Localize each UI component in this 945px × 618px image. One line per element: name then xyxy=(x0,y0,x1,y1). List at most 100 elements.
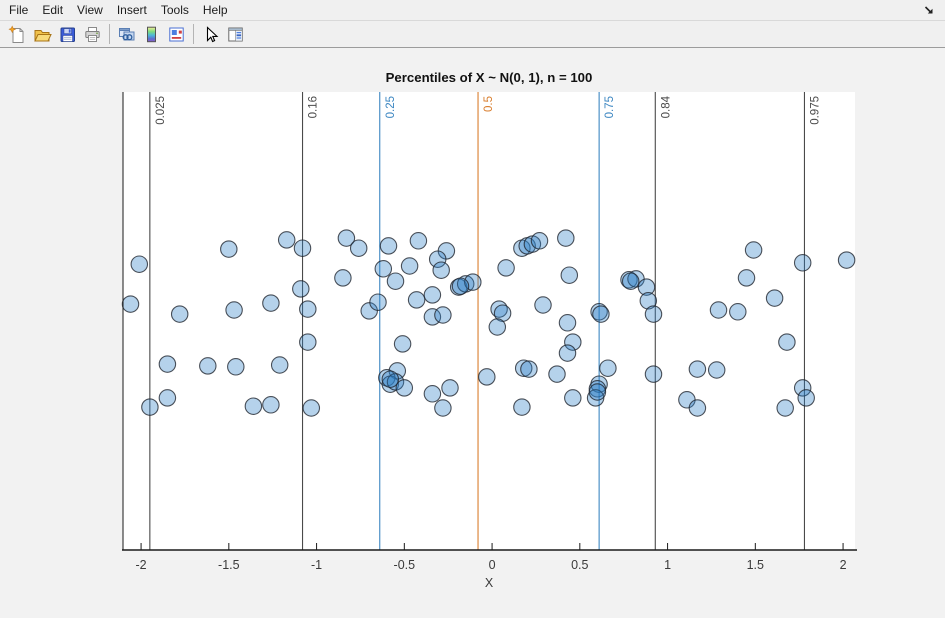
menu-help[interactable]: Help xyxy=(202,3,228,17)
scatter-point xyxy=(497,259,515,277)
menu-view[interactable]: View xyxy=(77,3,103,17)
scatter-point xyxy=(478,368,496,386)
x-tick-label: 1.5 xyxy=(747,558,764,572)
scatter-point xyxy=(277,231,296,249)
scatter-point xyxy=(428,250,447,268)
scatter-point xyxy=(776,399,794,417)
new-figure-button[interactable] xyxy=(5,22,30,46)
scatter-point xyxy=(644,305,663,323)
scatter-point xyxy=(262,294,280,312)
x-tick-label: 0.5 xyxy=(571,558,588,572)
figure-canvas: 0.025 0.16 0.25 0.5 0.75 0.84 0.975 -2 -1.5 -1 -0.… xyxy=(0,48,945,618)
scatter-point xyxy=(393,335,412,353)
scatter-point xyxy=(292,280,310,298)
scatter-point xyxy=(244,397,263,415)
scatter-point xyxy=(386,373,405,391)
scatter-point xyxy=(488,318,507,336)
scatter-point xyxy=(588,383,607,401)
chart: 0.025 0.16 0.25 0.5 0.75 0.84 0.975 -2 -1.5 -1 -0.… xyxy=(121,70,857,590)
pointer-button[interactable] xyxy=(198,22,223,46)
menu-bar: File Edit View Insert Tools Help xyxy=(0,0,945,21)
scatter-point xyxy=(564,333,582,351)
scatter-point xyxy=(451,277,470,295)
scatter-point xyxy=(797,389,815,407)
x-axis-label: X xyxy=(485,576,494,590)
scatter-point xyxy=(514,359,533,377)
scatter-point xyxy=(379,237,398,255)
x-tick-label: 1 xyxy=(664,558,671,572)
scatter-point xyxy=(423,308,442,326)
x-tick-label: -2 xyxy=(136,558,147,572)
menu-edit[interactable]: Edit xyxy=(42,3,64,17)
scatter-point xyxy=(381,370,400,388)
percentile-label: 0.75 xyxy=(604,96,616,118)
scatter-point xyxy=(374,260,393,278)
pointer-arrow-icon xyxy=(206,25,219,42)
scatter-point xyxy=(765,289,784,307)
scatter-point xyxy=(599,359,617,377)
scatter-point xyxy=(170,305,189,323)
save-icon xyxy=(60,27,75,42)
scatter-point xyxy=(707,361,726,379)
percentile-label: 0.5 xyxy=(483,96,495,112)
scatter-point xyxy=(432,261,450,279)
scatter-point xyxy=(621,272,640,290)
scatter-point xyxy=(270,356,289,374)
save-button[interactable] xyxy=(55,22,80,46)
scatter-point xyxy=(548,365,566,383)
x-tick-label: 0 xyxy=(489,558,496,572)
scatter-point xyxy=(688,360,707,378)
scatter-point xyxy=(334,269,352,287)
scatter-point xyxy=(395,379,414,397)
scatter-point xyxy=(644,365,663,383)
percentile-label: 0.025 xyxy=(155,96,167,125)
menu-insert[interactable]: Insert xyxy=(116,3,147,17)
open-button[interactable] xyxy=(30,22,55,46)
scatter-point xyxy=(407,291,426,309)
toolbar xyxy=(0,21,945,48)
scatter-point xyxy=(227,358,245,376)
toolbar-separator xyxy=(109,24,110,44)
scatter-point xyxy=(793,254,812,272)
scatter-point xyxy=(141,398,159,416)
new-document-icon xyxy=(8,24,24,43)
scatter-point xyxy=(423,385,442,403)
scatter-point xyxy=(592,305,610,323)
scatter-point xyxy=(199,357,217,375)
scatter-point xyxy=(158,355,177,373)
scatter-point xyxy=(386,272,405,290)
x-tick-label: -1.5 xyxy=(218,558,240,572)
scatter-point xyxy=(520,360,538,378)
link-button[interactable] xyxy=(114,22,139,46)
scatter-point xyxy=(337,229,356,247)
plot-area xyxy=(123,92,855,550)
chart-title: Percentiles of X ~ N(0, 1), n = 100 xyxy=(386,70,593,85)
scatter-point xyxy=(299,300,317,318)
colormap-button[interactable] xyxy=(139,22,164,46)
scatter-point xyxy=(262,396,280,414)
panel-toggle-button[interactable] xyxy=(223,22,248,46)
percentile-label: 0.84 xyxy=(660,95,672,118)
menu-tools[interactable]: Tools xyxy=(160,3,189,17)
scatter-point xyxy=(293,239,312,257)
x-tick-label: -1 xyxy=(311,558,322,572)
percentile-label: 0.16 xyxy=(308,96,320,118)
print-button[interactable] xyxy=(80,22,105,46)
scatter-point xyxy=(299,333,317,351)
side-panel-icon xyxy=(228,27,243,41)
scatter-point xyxy=(121,295,140,313)
scatter-point xyxy=(729,303,747,321)
scatter-point xyxy=(513,398,531,416)
scatter-point xyxy=(302,399,321,417)
scatter-point xyxy=(130,255,149,273)
x-tick-label: 2 xyxy=(840,558,847,572)
scatter-point xyxy=(434,399,452,417)
menu-file[interactable]: File xyxy=(9,3,29,17)
scatter-point xyxy=(441,379,459,397)
menu-overflow-arrow-icon[interactable] xyxy=(921,2,937,18)
scatter-point xyxy=(220,240,238,258)
print-icon xyxy=(85,26,100,42)
scatter-point xyxy=(637,278,656,296)
properties-button[interactable] xyxy=(164,22,189,46)
